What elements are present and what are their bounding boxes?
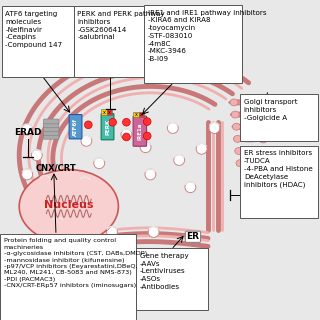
Text: x: x: [103, 109, 105, 115]
Ellipse shape: [258, 147, 266, 155]
Circle shape: [123, 133, 130, 141]
Circle shape: [107, 227, 117, 237]
FancyBboxPatch shape: [44, 134, 59, 139]
Text: Protein folding and quality control
machineries
-α-glycosidase inhibitors (CST, : Protein folding and quality control mach…: [4, 238, 147, 288]
Text: Gene therapy
-AAVs
-Lentiviruses
-ASOs
-Antibodies: Gene therapy -AAVs -Lentiviruses -ASOs -…: [140, 253, 188, 290]
Ellipse shape: [257, 159, 264, 167]
Circle shape: [123, 118, 130, 126]
Circle shape: [31, 150, 42, 161]
Ellipse shape: [260, 110, 272, 119]
FancyBboxPatch shape: [44, 119, 59, 124]
Text: Golgi: Golgi: [263, 174, 297, 187]
Circle shape: [121, 129, 132, 140]
Circle shape: [196, 143, 207, 154]
Text: ATF6 targeting
molecules
-Nelfinavir
-Ceapins
-Compound 147: ATF6 targeting molecules -Nelfinavir -Ce…: [5, 11, 63, 48]
Text: x: x: [140, 112, 142, 117]
FancyBboxPatch shape: [136, 248, 208, 310]
Circle shape: [81, 135, 92, 146]
FancyBboxPatch shape: [74, 6, 146, 77]
Circle shape: [22, 169, 33, 180]
FancyBboxPatch shape: [0, 234, 136, 320]
Circle shape: [94, 158, 105, 169]
Ellipse shape: [235, 148, 243, 155]
Circle shape: [209, 123, 220, 133]
Text: CNX/CRT: CNX/CRT: [36, 164, 76, 172]
Text: PERK and PERK pathway
inhibitors
-GSK2606414
-salubrinal: PERK and PERK pathway inhibitors -GSK260…: [77, 11, 165, 40]
FancyBboxPatch shape: [144, 5, 242, 83]
FancyBboxPatch shape: [240, 94, 318, 141]
Ellipse shape: [260, 123, 270, 131]
FancyBboxPatch shape: [69, 115, 82, 139]
FancyBboxPatch shape: [133, 112, 139, 117]
Ellipse shape: [232, 124, 267, 130]
Circle shape: [167, 123, 178, 133]
Circle shape: [84, 121, 92, 129]
FancyBboxPatch shape: [133, 116, 147, 146]
Ellipse shape: [234, 136, 266, 142]
Ellipse shape: [234, 135, 242, 142]
FancyBboxPatch shape: [107, 109, 112, 115]
FancyBboxPatch shape: [2, 6, 74, 77]
Circle shape: [185, 182, 196, 193]
Text: Nucleus: Nucleus: [44, 200, 93, 210]
FancyBboxPatch shape: [44, 127, 59, 132]
Circle shape: [109, 118, 116, 126]
Circle shape: [143, 118, 151, 125]
Text: ER: ER: [187, 232, 199, 241]
Text: x: x: [108, 109, 110, 115]
Text: PERK: PERK: [105, 119, 110, 135]
Ellipse shape: [19, 170, 118, 243]
Circle shape: [22, 124, 33, 135]
Ellipse shape: [235, 148, 264, 154]
FancyBboxPatch shape: [240, 146, 318, 218]
Ellipse shape: [237, 160, 262, 166]
Ellipse shape: [229, 100, 270, 105]
Ellipse shape: [230, 112, 269, 117]
Circle shape: [79, 177, 90, 188]
Ellipse shape: [236, 160, 244, 167]
Text: IRE1 and IRE1 pathway inhibitors
-KIRA6 and KIRA8
-toyocamycin
-STF-083010
-4m8C: IRE1 and IRE1 pathway inhibitors -KIRA6 …: [148, 10, 266, 62]
Circle shape: [52, 217, 63, 228]
Text: Golgi transport
inhibitors
-Golgicide A: Golgi transport inhibitors -Golgicide A: [244, 99, 297, 121]
Circle shape: [143, 132, 151, 140]
Ellipse shape: [259, 135, 268, 143]
Text: ATF6f: ATF6f: [73, 118, 78, 136]
Text: ERAD: ERAD: [14, 128, 42, 137]
Ellipse shape: [232, 123, 240, 130]
Ellipse shape: [231, 111, 239, 118]
Circle shape: [174, 155, 185, 165]
FancyBboxPatch shape: [101, 114, 114, 140]
Text: IRE1a: IRE1a: [137, 123, 142, 140]
Circle shape: [148, 227, 159, 237]
Ellipse shape: [261, 98, 273, 107]
Ellipse shape: [230, 99, 238, 106]
FancyBboxPatch shape: [139, 112, 144, 117]
Text: x: x: [135, 112, 137, 117]
Text: ER stress inhibitors
-TUDCA
-4-PBA and Histone
DeAcetylase
inhibitors (HDAC): ER stress inhibitors -TUDCA -4-PBA and H…: [244, 150, 313, 188]
Circle shape: [39, 175, 50, 186]
FancyBboxPatch shape: [44, 131, 59, 135]
Circle shape: [140, 142, 151, 153]
Circle shape: [145, 169, 156, 180]
FancyBboxPatch shape: [101, 109, 107, 115]
FancyBboxPatch shape: [44, 123, 59, 128]
